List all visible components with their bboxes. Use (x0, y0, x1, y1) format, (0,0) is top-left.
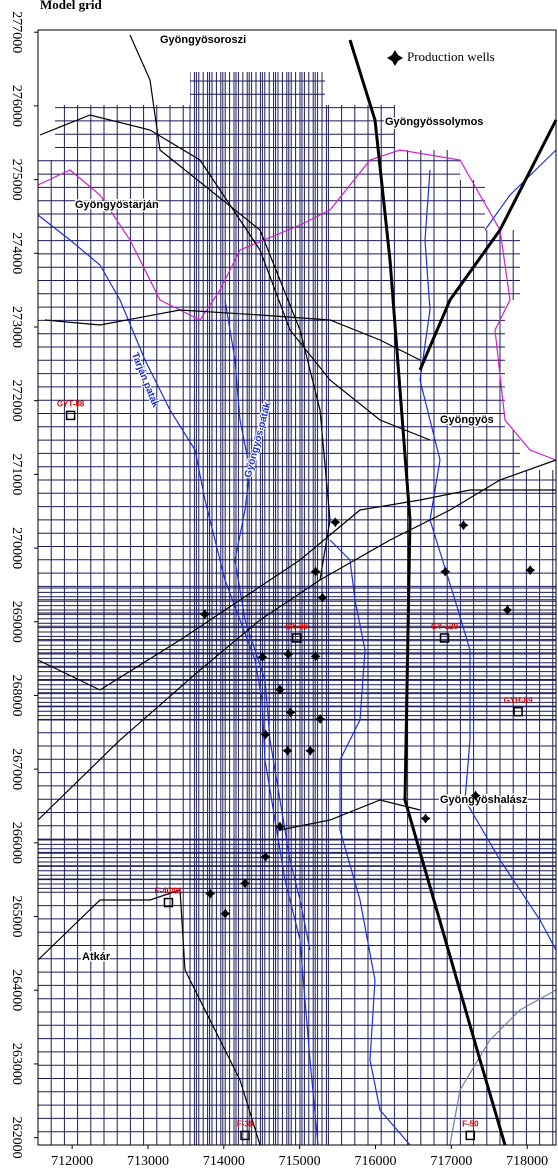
y-tick-label: 271000 (9, 453, 24, 495)
road (37, 489, 556, 691)
river (419, 169, 557, 951)
production-well (502, 604, 513, 615)
observation-well (240, 1130, 250, 1141)
production-well (274, 684, 285, 695)
production-well (315, 714, 326, 725)
observation-well-label: F-50 (462, 1120, 479, 1129)
town-label: Gyöngyössolymos (385, 116, 483, 128)
river (449, 989, 557, 1146)
y-tick-label: 275000 (9, 159, 24, 201)
production-well (199, 609, 210, 620)
y-tick-label: 264000 (9, 969, 24, 1011)
production-well (274, 821, 285, 832)
model-grid (38, 72, 556, 1145)
observation-well-label: GYH-89 (504, 696, 533, 705)
y-tick-label: 276000 (9, 85, 24, 127)
x-tick-label: 712000 (51, 1154, 93, 1169)
x-tick-label: 718000 (506, 1154, 548, 1169)
production-well (310, 566, 321, 577)
observation-well (291, 633, 302, 643)
x-tick-label: 714000 (203, 1154, 245, 1169)
production-well (317, 592, 328, 603)
production-well (285, 707, 296, 718)
x-tick-label: 717000 (430, 1154, 472, 1169)
river (329, 539, 411, 1146)
town-label: Atkár (82, 951, 111, 963)
frame (37, 29, 557, 1146)
production-well (310, 651, 321, 662)
y-tick-label: 270000 (9, 527, 24, 569)
observation-well (465, 1130, 476, 1141)
legend-symbol (387, 50, 403, 66)
legend: Production wells (387, 49, 495, 66)
town-label: Gyöngyös (440, 414, 494, 426)
production-well (240, 878, 251, 889)
town-label: Gyöngyöstarján (75, 199, 159, 211)
production-well (282, 745, 293, 756)
road (279, 799, 421, 831)
y-tick-label: 273000 (9, 306, 24, 348)
production-well (330, 517, 341, 528)
river (224, 299, 311, 951)
features (37, 34, 558, 1146)
road (348, 39, 507, 1146)
observation-well-label: F-40/01 (155, 887, 183, 896)
road (44, 309, 421, 361)
title: Model grid (40, 0, 103, 12)
observation-well (163, 897, 174, 908)
y-tick-label: 274000 (9, 232, 24, 274)
y-tick-label: 269000 (9, 601, 24, 643)
production-well (257, 652, 268, 663)
observation-well-label: F-38 (237, 1120, 254, 1129)
observation-well (65, 410, 76, 421)
y-tick-label: 268000 (9, 674, 24, 716)
production-well (458, 520, 469, 531)
x-tick-label: 716000 (354, 1154, 396, 1169)
town-label: Gyöngyöshalász (440, 794, 528, 806)
y-tick-label: 265000 (9, 896, 24, 938)
observation-well-label: GYT-88 (57, 400, 85, 409)
production-well (470, 790, 481, 801)
production-well (205, 888, 216, 899)
production-well (220, 908, 231, 919)
production-well (525, 565, 536, 576)
legend-label: Production wells (407, 49, 495, 64)
production-well (260, 851, 271, 862)
observation-well (439, 633, 450, 643)
town-label: Gyöngyösoroszi (160, 34, 246, 46)
river (37, 214, 319, 1146)
y-tick-label: 272000 (9, 380, 24, 422)
x-tick-label: 715000 (279, 1154, 321, 1169)
y-tick-label: 262000 (9, 1117, 24, 1159)
x-tick-label: 713000 (127, 1154, 169, 1169)
boundary (37, 149, 557, 461)
production-well (440, 566, 451, 577)
road (39, 114, 431, 441)
observation-well-label: GY-129 (431, 622, 459, 631)
road (129, 34, 331, 581)
y-tick-label: 266000 (9, 822, 24, 864)
road (37, 889, 261, 1146)
production-well (283, 649, 294, 660)
y-tick-label: 267000 (9, 748, 24, 790)
observation-well (513, 706, 523, 717)
observation-well-label: GY-88 (285, 622, 308, 631)
production-well (260, 729, 271, 740)
production-well (305, 745, 316, 756)
road (418, 119, 558, 371)
y-tick-label: 263000 (9, 1043, 24, 1085)
y-tick-label: 277000 (9, 11, 24, 53)
production-well (420, 813, 431, 824)
